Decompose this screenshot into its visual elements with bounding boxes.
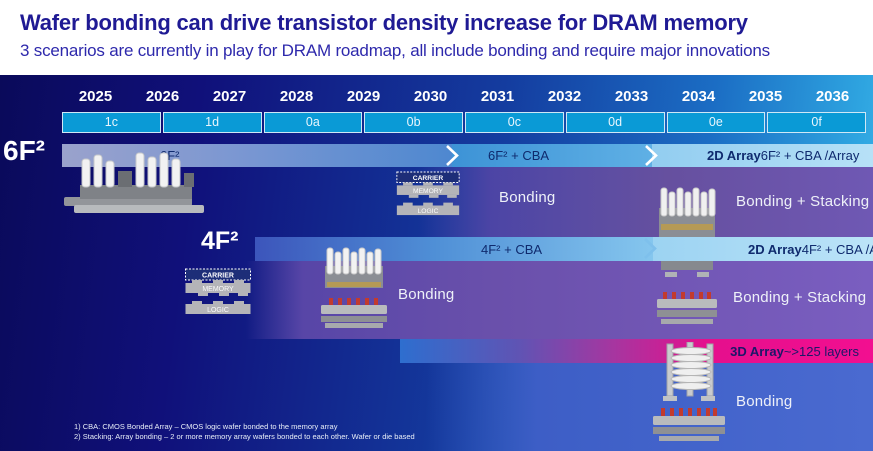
slide-title: Wafer bonding can drive transistor densi… xyxy=(20,10,748,35)
stage-label-bonding-6f2: Bonding xyxy=(499,189,556,206)
roadmap-panel: 2025 2026 2027 2028 2029 2030 2031 2032 … xyxy=(0,75,873,451)
year-label: 2035 xyxy=(748,88,783,105)
year-label: 2026 xyxy=(145,88,180,105)
band-6f2-seg3-rest: 6F² + CBA /Array xyxy=(760,148,860,163)
stacked-array-render-6f2 xyxy=(657,187,717,324)
footnote-cba: 1) CBA: CMOS Bonded Array – CMOS logic w… xyxy=(74,422,338,431)
blue-region-3d xyxy=(426,363,873,451)
year-label: 2034 xyxy=(681,88,716,105)
band-3d-array: 3D Array ~>125 layers xyxy=(400,339,873,363)
year-label: 2030 xyxy=(413,88,448,105)
band-4f2-segment-1: 4F² + CBA xyxy=(255,237,653,261)
memory-label: MEMORY xyxy=(413,188,444,195)
chevron-separator-icon xyxy=(446,145,459,166)
node-cell-1d: 1d xyxy=(162,112,262,133)
chevron-separator-icon xyxy=(645,145,658,166)
slide-subtitle: 3 scenarios are currently in play for DR… xyxy=(20,41,770,60)
node-cell-0f: 0f xyxy=(767,112,866,133)
wafer-stack-diagram-4f2: CARRIER MEMORY LOGIC xyxy=(185,268,251,314)
node-cell-0e: 0e xyxy=(666,112,766,133)
year-label: 2031 xyxy=(480,88,515,105)
3d-array-render xyxy=(653,342,725,441)
stage-label-bonding-3d: Bonding xyxy=(736,393,793,410)
stage-label-bonding-stacking-4f2: Bonding + Stacking xyxy=(733,289,867,306)
timeline-years: 2025 2026 2027 2028 2029 2030 2031 2032 … xyxy=(62,85,866,109)
carrier-label: CARRIER xyxy=(413,175,444,182)
memory-label: MEMORY xyxy=(202,286,234,293)
year-label: 2032 xyxy=(547,88,582,105)
year-label: 2027 xyxy=(212,88,247,105)
node-cell-0d: 0d xyxy=(565,112,665,133)
node-cell-0a: 0a xyxy=(263,112,363,133)
carrier-label: CARRIER xyxy=(202,273,234,280)
band-4f2-segment-2: 2D Array 4F² + CBA /Array xyxy=(653,237,873,261)
band-6f2-segment-3: 2D Array 6F² + CBA /Array xyxy=(652,144,873,167)
node-cell-0c: 0c xyxy=(465,112,564,133)
year-label: 2028 xyxy=(279,88,314,105)
chevron-separator-icon xyxy=(644,238,657,259)
timeline-node-band: 1c 1d 0a 0b 0c 0d 0e 0f xyxy=(62,112,866,133)
band-3d-strong: 3D Array xyxy=(730,343,784,359)
band-4f2-seg2-rest: 4F² + CBA /Array xyxy=(801,241,873,257)
band-4f2-seg2-strong: 2D Array xyxy=(748,241,802,257)
year-label: 2033 xyxy=(614,88,649,105)
bonded-array-render-4f2 xyxy=(321,247,387,328)
band-6f2-seg3-strong: 2D Array xyxy=(707,148,761,163)
band-6f2-segment-2: 6F² + CBA xyxy=(452,144,652,167)
logic-label: LOGIC xyxy=(418,208,439,215)
footnote-stacking: 2) Stacking: Array bonding – 2 or more m… xyxy=(74,431,415,441)
wafer-stack-diagram-6f2: CARRIER MEMORY LOGIC xyxy=(396,171,460,215)
node-cell-0b: 0b xyxy=(364,112,463,133)
year-label: 2029 xyxy=(346,88,381,105)
logic-label: LOGIC xyxy=(207,307,229,314)
stage-label-bonding-4f2: Bonding xyxy=(398,286,455,303)
year-label: 2036 xyxy=(815,88,850,105)
band-3d-rest: ~>125 layers xyxy=(783,343,859,359)
footnotes: 1) CBA: CMOS Bonded Array – CMOS logic w… xyxy=(74,422,415,441)
node-cell-1c: 1c xyxy=(62,112,161,133)
stage-label-bonding-stacking-6f2: Bonding + Stacking xyxy=(736,193,870,210)
row-label-4f2: 4F² xyxy=(201,227,239,255)
dram-6f2-cell-render xyxy=(64,152,204,213)
year-label: 2025 xyxy=(78,88,113,105)
purple-region-6f2 xyxy=(418,167,873,237)
row-label-6f2: 6F² xyxy=(3,135,45,166)
